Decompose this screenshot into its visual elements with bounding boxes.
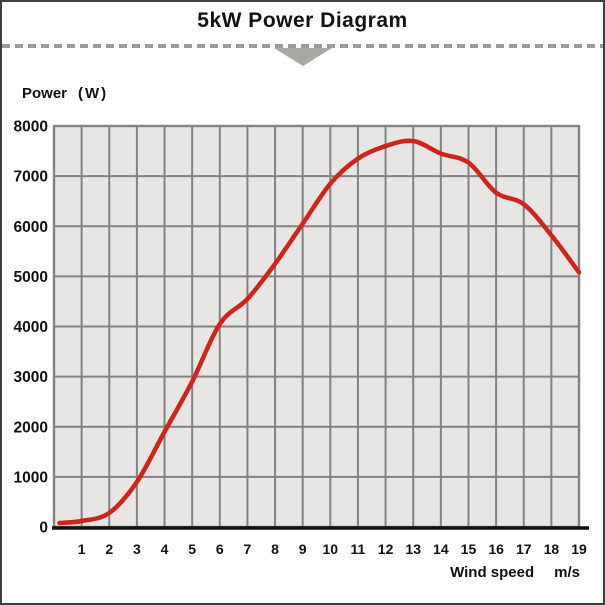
y-tick-label: 8000 xyxy=(14,119,48,136)
x-tick-label: 7 xyxy=(244,541,252,557)
x-tick-label: 14 xyxy=(433,541,449,557)
x-tick-label: 11 xyxy=(351,541,366,557)
x-tick-label: 15 xyxy=(461,541,477,557)
dashed-divider-line xyxy=(2,44,603,48)
y-tick-label: 6000 xyxy=(14,219,48,236)
page-title: 5kW Power Diagram xyxy=(197,9,408,32)
x-tick-label: 19 xyxy=(571,541,587,557)
x-tick-label: 8 xyxy=(271,541,279,557)
y-tick-label: 4000 xyxy=(14,319,48,336)
down-triangle-icon xyxy=(273,48,332,66)
x-tick-label: 2 xyxy=(105,541,113,557)
y-axis-label: Power xyxy=(22,85,68,102)
y-tick-label: 5000 xyxy=(14,269,48,286)
y-axis-title: Power (W) xyxy=(22,85,108,102)
x-tick-label: 17 xyxy=(516,541,532,557)
x-tick-label: 12 xyxy=(378,541,394,557)
x-tick-label: 3 xyxy=(133,541,141,557)
x-tick-label: 1 xyxy=(78,541,86,557)
x-tick-label: 10 xyxy=(323,541,339,557)
y-tick-label: 3000 xyxy=(14,369,48,386)
y-tick-label: 1000 xyxy=(14,469,48,486)
x-axis-unit: m/s xyxy=(554,564,580,581)
x-tick-label: 16 xyxy=(488,541,504,557)
x-tick-label: 6 xyxy=(216,541,224,557)
y-tick-label: 7000 xyxy=(14,169,48,186)
x-tick-label: 5 xyxy=(188,541,196,557)
x-axis-title: Wind speed m/s xyxy=(450,564,580,581)
x-tick-label: 18 xyxy=(544,541,560,557)
y-tick-label: 2000 xyxy=(14,419,48,436)
x-tick-label: 13 xyxy=(405,541,421,557)
x-tick-label: 4 xyxy=(161,541,169,557)
x-tick-label: 9 xyxy=(299,541,307,557)
power-curve-line xyxy=(57,138,582,526)
x-axis-label: Wind speed xyxy=(450,564,535,581)
y-tick-label: 0 xyxy=(39,520,48,537)
y-axis-unit: (W) xyxy=(78,85,109,102)
